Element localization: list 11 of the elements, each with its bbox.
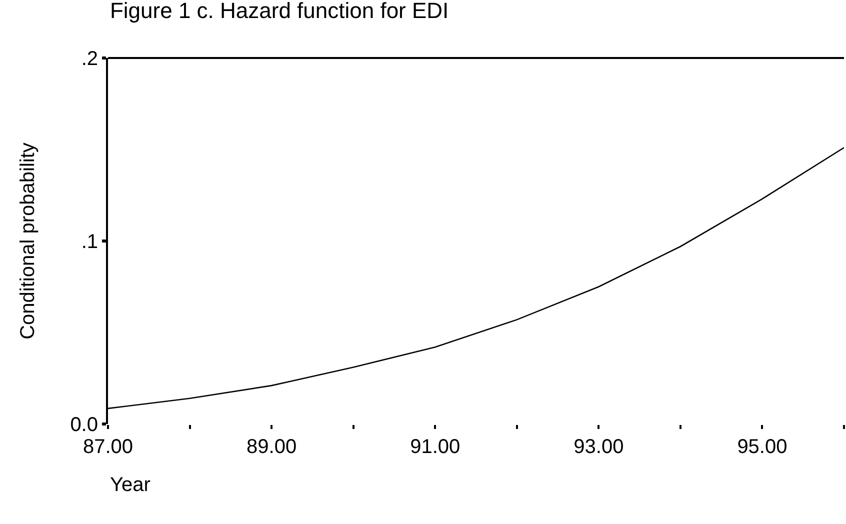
y-tick-label: .1 [81, 231, 98, 253]
x-tick-label: 95.00 [737, 436, 788, 458]
x-tick-label: 93.00 [574, 436, 624, 458]
x-tick-label: 87.00 [82, 436, 134, 458]
y-tick-label: 0.0 [70, 414, 98, 436]
x-tick-label: 89.00 [246, 436, 297, 458]
y-axis-title: Conditional probability [17, 142, 40, 340]
x-axis-title: Year [110, 474, 151, 496]
chart-title: Figure 1 c. Hazard function for EDI [110, 0, 449, 24]
x-tick-label: 91.00 [410, 436, 460, 458]
y-tick-label: .2 [81, 48, 98, 70]
